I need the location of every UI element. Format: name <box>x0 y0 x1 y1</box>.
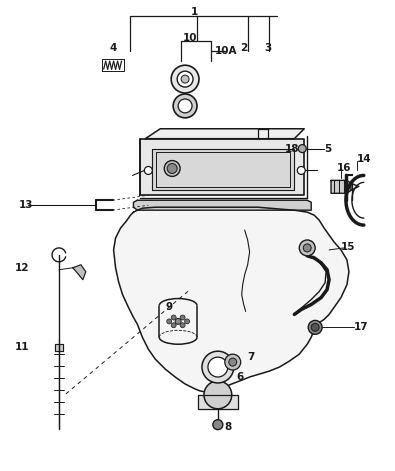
Circle shape <box>175 318 181 325</box>
Circle shape <box>180 315 185 320</box>
Text: 15: 15 <box>341 242 356 252</box>
Text: 5: 5 <box>324 144 331 154</box>
Circle shape <box>181 75 189 83</box>
Polygon shape <box>73 265 86 280</box>
Circle shape <box>213 420 223 430</box>
Circle shape <box>202 351 234 383</box>
Circle shape <box>167 163 177 173</box>
Circle shape <box>184 319 190 324</box>
Circle shape <box>171 315 176 320</box>
Circle shape <box>167 319 172 324</box>
Text: 2: 2 <box>240 43 247 53</box>
Text: 9: 9 <box>165 302 172 312</box>
Circle shape <box>180 323 185 328</box>
Text: 10: 10 <box>183 33 198 43</box>
Polygon shape <box>331 180 351 193</box>
Text: 8: 8 <box>225 422 232 431</box>
Circle shape <box>298 145 306 153</box>
Circle shape <box>208 357 228 377</box>
Text: 16: 16 <box>337 163 352 173</box>
Polygon shape <box>140 138 304 195</box>
Polygon shape <box>198 395 238 409</box>
Polygon shape <box>134 200 311 210</box>
Text: 14: 14 <box>357 154 371 163</box>
Circle shape <box>299 240 315 256</box>
Circle shape <box>311 324 319 331</box>
Circle shape <box>204 381 232 409</box>
Text: 17: 17 <box>354 322 369 333</box>
Circle shape <box>171 323 176 328</box>
Circle shape <box>297 166 305 174</box>
Circle shape <box>229 358 237 366</box>
Circle shape <box>164 161 180 177</box>
Text: 11: 11 <box>15 342 29 352</box>
Text: 3: 3 <box>264 43 271 53</box>
Text: 10A: 10A <box>215 46 237 57</box>
Circle shape <box>178 99 192 113</box>
Text: 12: 12 <box>15 263 29 273</box>
Circle shape <box>308 320 322 334</box>
Polygon shape <box>114 207 349 392</box>
Circle shape <box>171 65 199 93</box>
Circle shape <box>303 244 311 252</box>
Circle shape <box>145 166 152 174</box>
Text: 1: 1 <box>190 7 198 16</box>
Circle shape <box>177 71 193 87</box>
Circle shape <box>225 354 241 370</box>
Polygon shape <box>145 129 304 138</box>
Text: 4: 4 <box>110 43 117 53</box>
Circle shape <box>173 94 197 118</box>
Polygon shape <box>55 344 63 351</box>
Text: 6: 6 <box>237 372 244 382</box>
Polygon shape <box>152 149 294 190</box>
Text: 7: 7 <box>248 352 255 362</box>
Text: 18: 18 <box>285 144 299 154</box>
Text: 13: 13 <box>19 200 34 210</box>
